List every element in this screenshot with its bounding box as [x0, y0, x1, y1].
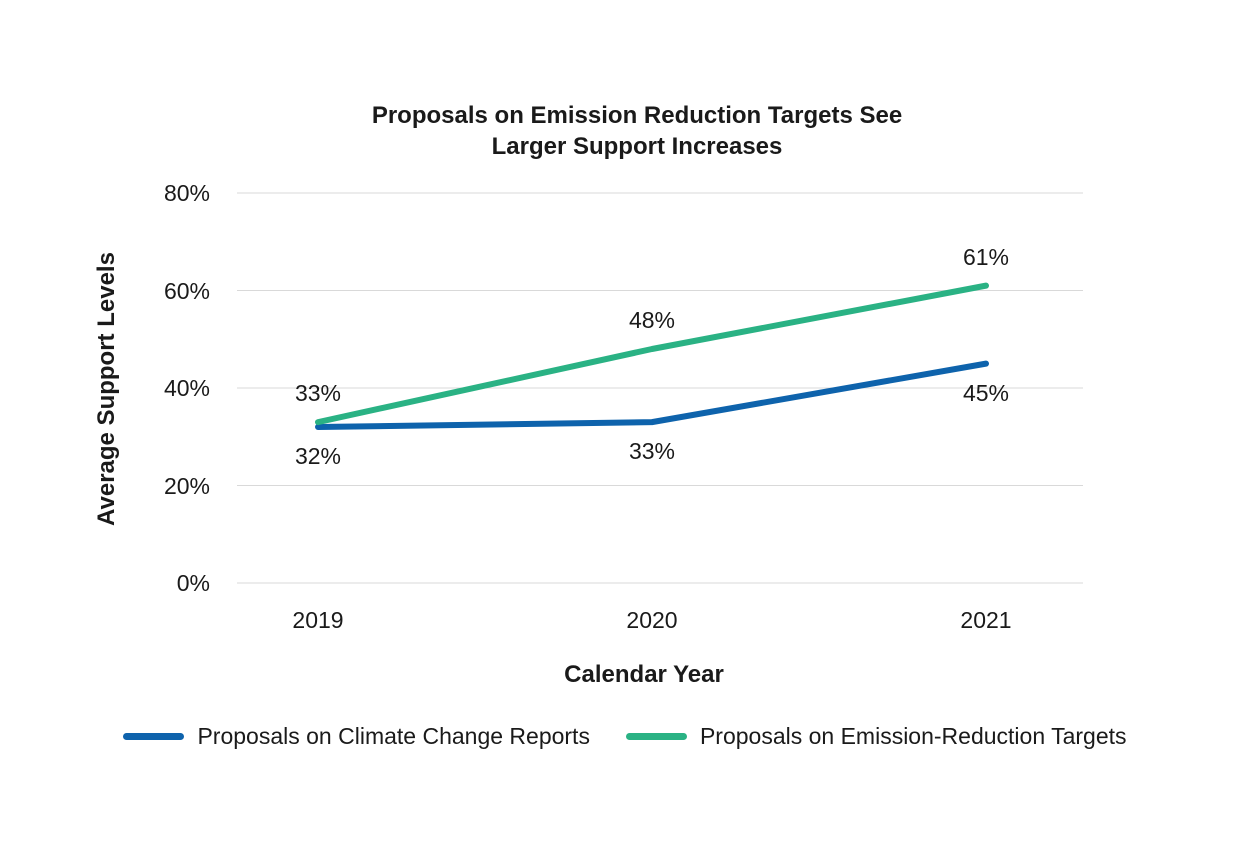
- legend-swatch-blue-line-icon: [123, 732, 185, 740]
- data-label: 48%: [628, 307, 676, 333]
- y-tick-label: 60%: [163, 277, 210, 304]
- data-label: 45%: [962, 379, 1010, 406]
- y-tick-label: 0%: [176, 570, 210, 596]
- chart-title-line1: Proposals on Emission Reduction Targets …: [371, 102, 903, 129]
- legend-item-emission-reduction-targets: Proposals on Emission-Reduction Targets: [625, 722, 1127, 750]
- chart-title: Proposals on Emission Reduction Targets …: [237, 100, 1037, 162]
- data-label: 33%: [294, 380, 342, 407]
- legend-item-climate-change-reports: Proposals on Climate Change Reports: [123, 722, 590, 750]
- legend: Proposals on Climate Change Reports Prop…: [0, 712, 1250, 760]
- x-tick-label: 2019: [292, 607, 344, 633]
- y-tick-label: 80%: [163, 180, 210, 206]
- data-label: 32%: [294, 443, 342, 469]
- legend-label-emission-reduction-targets: Proposals on Emission-Reduction Targets: [699, 722, 1127, 749]
- series-line-1: [315, 282, 989, 426]
- x-axis-title: Calendar Year: [564, 661, 724, 688]
- x-tick-label: 2021: [960, 607, 1012, 633]
- y-tick-label: 20%: [163, 472, 210, 499]
- chart-title-line2: Larger Support Increases: [491, 133, 783, 160]
- y-tick-label: 40%: [163, 375, 210, 401]
- x-tick-label: 2020: [626, 607, 678, 633]
- series-line-0: [315, 360, 989, 430]
- legend-swatch-green-line-icon: [625, 732, 687, 740]
- legend-label-climate-change-reports: Proposals on Climate Change Reports: [197, 722, 590, 749]
- data-label: 33%: [628, 438, 676, 465]
- data-label: 61%: [962, 243, 1010, 270]
